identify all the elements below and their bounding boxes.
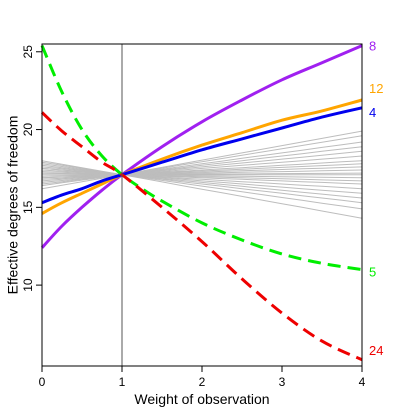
x-tick-label: 1: [119, 375, 126, 389]
series-label-8: 8: [369, 39, 376, 54]
series-line-4: [41, 106, 363, 205]
background-line: [41, 174, 363, 199]
y-tick-label: 25: [21, 45, 35, 59]
background-line: [41, 171, 362, 176]
series-label-24: 24: [369, 343, 383, 358]
background-line: [41, 166, 363, 176]
series-line-8: [40, 44, 363, 249]
background-line: [41, 130, 363, 179]
y-tick-label: 20: [21, 123, 35, 137]
series-label-12: 12: [369, 81, 383, 96]
series-label-5: 5: [369, 265, 376, 280]
plot-frame: [41, 43, 363, 367]
y-tick-label: 10: [21, 278, 35, 292]
series-line-24: [40, 111, 363, 362]
x-tick-label: 2: [199, 375, 206, 389]
x-tick-label: 4: [359, 375, 366, 389]
background-line: [41, 146, 363, 176]
background-lines: [41, 130, 363, 219]
background-line: [41, 174, 363, 194]
background-line: [41, 135, 363, 176]
background-line: [41, 174, 363, 210]
series-labels: 8 12 4 5 24: [369, 39, 383, 358]
axes: 0 1 2 3 4 10 15 20 25: [21, 43, 366, 389]
x-tick-label: 3: [279, 375, 286, 389]
background-line: [41, 163, 363, 176]
y-tick-label: 15: [21, 200, 35, 214]
y-axis-title: Effective degrees of freedom: [5, 116, 21, 295]
background-line: [41, 141, 363, 185]
x-tick-label: 0: [39, 375, 46, 389]
x-axis-title: Weight of observation: [134, 391, 269, 407]
highlighted-series: [40, 44, 363, 362]
background-line: [41, 150, 363, 176]
background-line: [41, 174, 363, 219]
series-line-12: [41, 98, 363, 215]
background-line: [42, 174, 363, 182]
series-label-4: 4: [369, 105, 376, 120]
series-line-5: [40, 45, 363, 272]
